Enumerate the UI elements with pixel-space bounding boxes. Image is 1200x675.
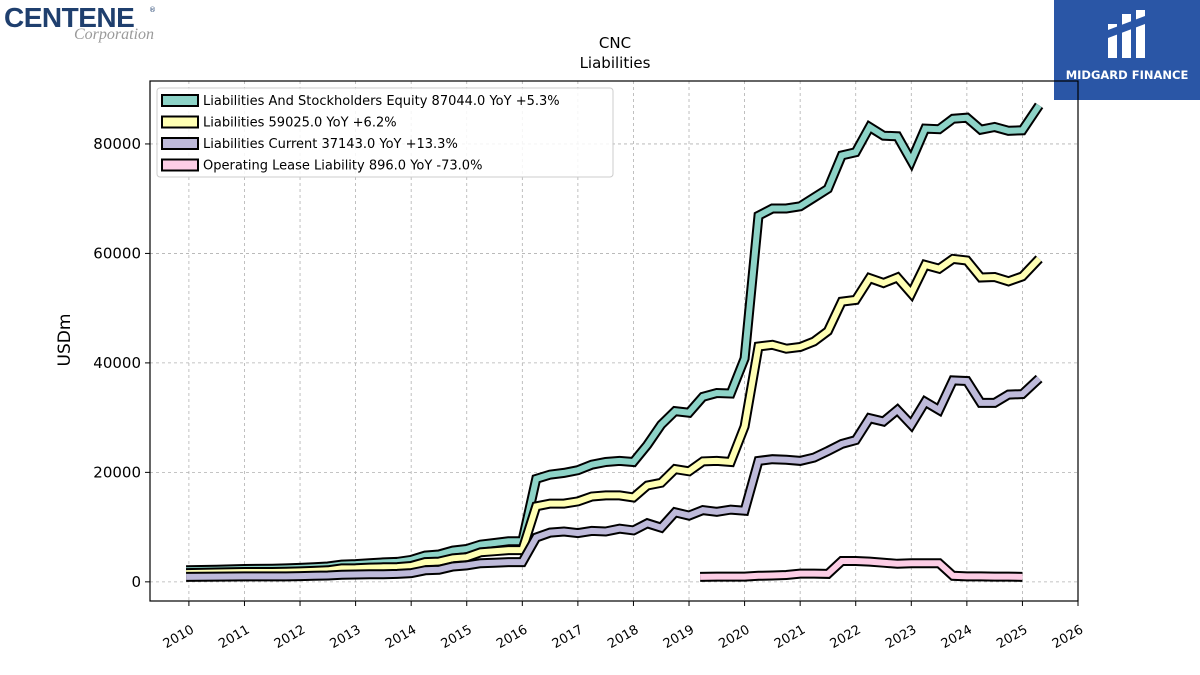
x-tick-label: 2026 <box>1050 622 1086 652</box>
y-tick-label: 40000 <box>93 354 141 372</box>
x-tick-label: 2012 <box>272 622 308 652</box>
series-line-operating-lease-liability <box>700 558 1023 580</box>
x-tick-label: 2023 <box>883 622 919 652</box>
centene-logo-registered: ® <box>149 6 156 14</box>
y-tick-label: 80000 <box>93 135 141 153</box>
x-tick-label: 2011 <box>216 622 252 652</box>
y-tick-label: 0 <box>131 573 141 591</box>
x-tick-label: 2025 <box>994 622 1030 652</box>
y-tick-label: 20000 <box>93 463 141 481</box>
legend-swatch <box>161 115 199 129</box>
x-tick-label: 2020 <box>716 622 752 652</box>
centene-logo-name: CENTENE <box>4 2 135 33</box>
legend-entry-label: Liabilities 59025.0 YoY +6.2% <box>203 116 397 131</box>
legend-entry-label: Operating Lease Liability 896.0 YoY -73.… <box>203 159 482 174</box>
centene-logo-sub: Corporation <box>74 26 155 43</box>
series-line-liabilities-current <box>186 376 1042 580</box>
x-tick-label: 2018 <box>605 622 641 652</box>
legend-entry-label: Liabilities Current 37143.0 YoY +13.3% <box>203 137 458 152</box>
plot-frame <box>149 80 1079 602</box>
centene-logo: CENTENE ® Corporation <box>4 2 194 48</box>
chart-title: CNC <box>599 34 631 52</box>
x-tick-label: 2010 <box>161 622 197 652</box>
legend-swatch <box>161 94 199 107</box>
x-tick-label: 2024 <box>939 622 975 652</box>
x-tick-label: 2016 <box>494 622 530 652</box>
y-tick-label: 60000 <box>93 244 141 262</box>
legend-swatch <box>161 158 199 172</box>
series-line-liabilities <box>186 255 1042 577</box>
y-axis-label: USDm <box>55 314 75 367</box>
x-tick-label: 2022 <box>828 622 864 652</box>
midgard-logo-mark-icon <box>1108 10 1145 58</box>
x-tick-label: 2019 <box>661 622 697 652</box>
x-tick-label: 2021 <box>772 622 808 652</box>
x-tick-label: 2013 <box>327 622 363 652</box>
chart-subtitle: Liabilities <box>580 54 651 72</box>
legend-entry-label: Liabilities And Stockholders Equity 8704… <box>203 94 560 109</box>
legend-box <box>156 87 614 178</box>
x-tick-label: 2014 <box>383 622 419 652</box>
x-tick-label: 2017 <box>550 622 586 652</box>
legend-swatch <box>161 137 199 150</box>
midgard-logo-name: MIDGARD FINANCE <box>1065 68 1189 82</box>
x-tick-label: 2015 <box>439 622 475 652</box>
